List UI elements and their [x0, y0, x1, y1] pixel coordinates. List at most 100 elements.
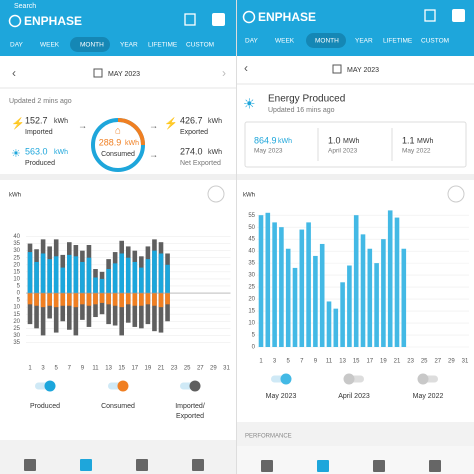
tower-icon: ⚡ [11, 117, 25, 130]
nav-icon[interactable] [317, 460, 329, 472]
legend-label: April 2023 [338, 393, 370, 400]
y-tick-label: 0 [252, 345, 256, 351]
bar [99, 293, 105, 315]
tab-selected-bg [70, 37, 110, 52]
bar [119, 293, 124, 308]
legend-label: Produced [30, 403, 60, 410]
bar [152, 250, 157, 294]
calendar-icon[interactable] [332, 64, 342, 74]
header-bg [237, 0, 474, 56]
tab[interactable]: MONTH [315, 38, 339, 45]
x-tick-label: 5 [55, 366, 59, 372]
bar [86, 293, 92, 327]
toggle-knob[interactable] [117, 380, 129, 392]
tab[interactable]: CUSTOM [421, 38, 449, 45]
y-tick-label: 25 [13, 326, 20, 332]
toggle-knob[interactable] [189, 380, 201, 392]
bar [119, 293, 124, 336]
toggle-knob[interactable] [343, 373, 355, 385]
y-tick-label: 5 [17, 284, 21, 290]
nav-icon[interactable] [373, 460, 385, 472]
bar [86, 257, 92, 294]
status-back[interactable]: Search [14, 3, 36, 10]
next-arrow[interactable]: › [222, 66, 226, 80]
bar [158, 253, 164, 294]
toggle-knob[interactable] [44, 380, 56, 392]
x-tick-label: 13 [339, 359, 346, 365]
imported-label: Imported [25, 129, 53, 136]
tab[interactable]: LIFETIME [148, 42, 178, 49]
prev-arrow[interactable]: ‹ [12, 66, 16, 80]
bar [125, 293, 131, 305]
nav-icon[interactable] [24, 459, 36, 471]
tab[interactable]: YEAR [355, 38, 373, 45]
stats-box [244, 121, 467, 168]
x-tick-label: 17 [131, 366, 138, 372]
tab[interactable]: WEEK [275, 38, 295, 45]
nav-icon[interactable] [136, 459, 148, 471]
tab[interactable]: MONTH [80, 42, 104, 49]
calendar-icon[interactable] [93, 68, 103, 78]
y-tick-label: 50 [248, 225, 255, 231]
header-bg [0, 0, 236, 56]
legend-label: Imported/ [175, 403, 205, 410]
bar [340, 282, 345, 347]
expand-button[interactable] [447, 185, 465, 203]
bar [158, 293, 164, 333]
bar [319, 243, 325, 347]
bar [34, 293, 39, 329]
x-tick-label: 11 [326, 359, 333, 365]
logo-icon [242, 10, 256, 24]
bar [152, 293, 157, 306]
y-tick-label: 5 [252, 333, 256, 339]
logo-icon [8, 14, 22, 28]
spacer [237, 174, 474, 180]
bar [60, 293, 66, 322]
bar [165, 264, 170, 294]
share-icon[interactable] [424, 9, 436, 22]
x-tick-label: 17 [366, 359, 373, 365]
bar [145, 293, 151, 325]
help-icon[interactable] [212, 13, 225, 26]
stat-period: May 2022 [402, 148, 431, 155]
share-icon[interactable] [184, 13, 196, 26]
updated: Updated 16 mins ago [268, 107, 335, 114]
tab[interactable]: DAY [245, 38, 259, 45]
stat-value: 1.0 [328, 135, 341, 145]
x-tick-label: 27 [434, 359, 441, 365]
x-tick-label: 21 [394, 359, 401, 365]
bar [145, 259, 151, 294]
toggle-knob[interactable] [417, 373, 429, 385]
bar [27, 293, 33, 305]
y-tick-label: 30 [248, 273, 255, 279]
tab[interactable]: CUSTOM [186, 42, 214, 49]
toggle-knob[interactable] [280, 373, 292, 385]
nav-icon[interactable] [261, 460, 273, 472]
date[interactable]: MAY 2023 [108, 71, 140, 78]
bar [285, 248, 291, 347]
tab[interactable]: LIFETIME [383, 38, 413, 45]
y-axis-label: kWh [9, 193, 21, 199]
bar [80, 293, 85, 320]
bar [106, 293, 111, 325]
bar [367, 248, 373, 347]
home-icon: ⌂ [115, 126, 121, 137]
y-tick-label: 20 [248, 297, 255, 303]
consumed-arc [117, 118, 145, 146]
tab[interactable]: DAY [10, 42, 24, 49]
x-tick-label: 27 [197, 366, 204, 372]
help-icon[interactable] [452, 9, 465, 22]
nav-icon[interactable] [192, 459, 204, 471]
bar [27, 252, 33, 294]
nav-icon[interactable] [80, 459, 92, 471]
tab[interactable]: YEAR [120, 42, 138, 49]
stat-unit: MWh [343, 138, 359, 145]
bar [360, 234, 366, 347]
tab[interactable]: WEEK [40, 42, 60, 49]
nav-icon[interactable] [429, 460, 441, 472]
prev-arrow[interactable]: ‹ [244, 61, 248, 75]
expand-button[interactable] [207, 185, 225, 203]
x-tick-label: 19 [380, 359, 387, 365]
bar [80, 261, 85, 294]
bar [132, 293, 138, 306]
